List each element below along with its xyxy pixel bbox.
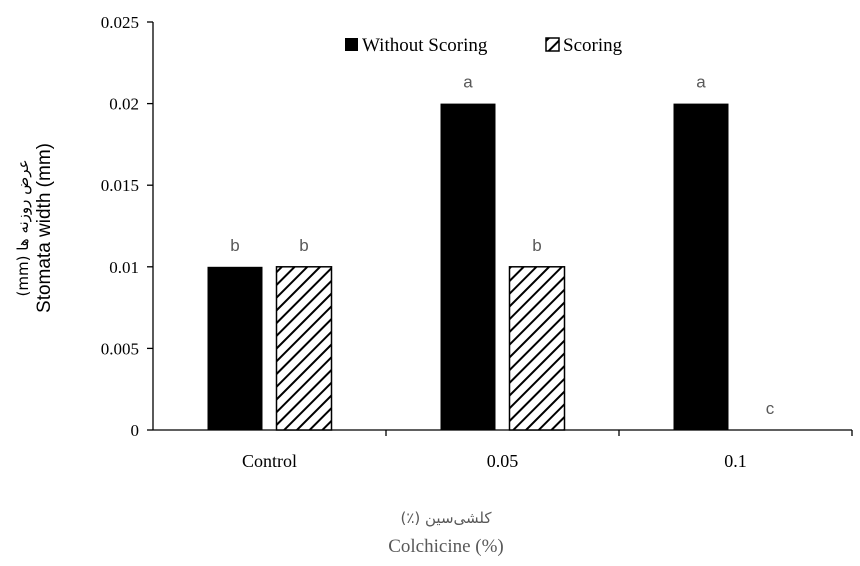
significance-letter: b <box>230 236 239 255</box>
significance-letter: a <box>463 73 473 92</box>
legend-swatch-scoring <box>545 37 560 52</box>
bar-without-scoring <box>440 103 496 430</box>
y-tick-label: 0.025 <box>101 13 139 32</box>
bar-scoring <box>508 266 566 431</box>
bar-without-scoring <box>673 103 729 430</box>
y-axis-title-en: Stomata width (mm) <box>34 143 55 313</box>
y-tick-label: 0.02 <box>109 95 139 114</box>
y-axis-ticks: 0 0.005 0.01 0.015 0.02 0.025 <box>101 13 153 440</box>
x-axis-categories: Control 0.05 0.1 <box>242 430 853 471</box>
y-tick-label: 0 <box>131 421 140 440</box>
bars <box>207 103 729 431</box>
significance-letter: c <box>766 399 775 418</box>
y-axis-title: عرض روزنه ها (mm) Stomata width (mm) <box>14 143 55 313</box>
y-tick-label: 0.015 <box>101 176 139 195</box>
y-tick-label: 0.005 <box>101 339 139 358</box>
y-tick-label: 0.01 <box>109 258 139 277</box>
x-tick-label: 0.05 <box>487 451 519 471</box>
bar-scoring <box>275 266 333 431</box>
significance-letter: b <box>532 236 541 255</box>
x-axis-title-en: Colchicine (%) <box>388 536 504 557</box>
legend: Without Scoring Scoring <box>345 35 623 56</box>
legend-label-scoring: Scoring <box>563 35 623 56</box>
axes <box>152 22 852 431</box>
legend-label-without-scoring: Without Scoring <box>362 35 488 56</box>
x-axis-title-fa: کلشی‌سین (٪) <box>400 509 492 527</box>
y-axis-title-fa: عرض روزنه ها (mm) <box>14 159 32 296</box>
x-tick-label: Control <box>242 451 297 471</box>
legend-swatch-without-scoring <box>345 38 358 51</box>
x-tick-label: 0.1 <box>724 451 747 471</box>
bar-without-scoring <box>207 266 263 430</box>
significance-letter: b <box>299 236 308 255</box>
significance-letter: a <box>696 73 706 92</box>
significance-letters: b b a b a c <box>230 73 774 418</box>
